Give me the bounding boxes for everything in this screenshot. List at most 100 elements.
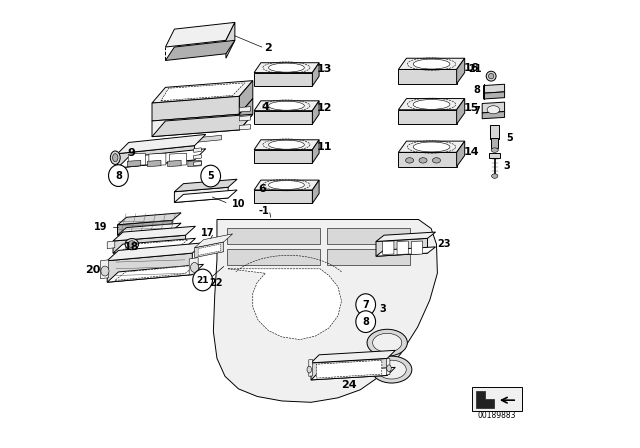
Polygon shape <box>312 140 319 163</box>
Ellipse shape <box>356 294 376 315</box>
Polygon shape <box>239 125 251 130</box>
Ellipse shape <box>307 366 312 373</box>
Ellipse shape <box>109 165 128 186</box>
Ellipse shape <box>356 311 376 332</box>
Ellipse shape <box>191 263 198 272</box>
Ellipse shape <box>492 174 498 178</box>
Polygon shape <box>108 264 204 282</box>
Polygon shape <box>195 242 224 258</box>
Polygon shape <box>226 22 235 58</box>
Polygon shape <box>327 228 410 244</box>
Polygon shape <box>113 238 195 253</box>
Ellipse shape <box>487 106 500 114</box>
Polygon shape <box>457 58 465 84</box>
Polygon shape <box>194 148 202 152</box>
Polygon shape <box>387 358 390 375</box>
Polygon shape <box>482 102 504 113</box>
Polygon shape <box>128 153 145 166</box>
Polygon shape <box>121 240 188 252</box>
Polygon shape <box>490 153 500 158</box>
Text: 15: 15 <box>463 103 479 113</box>
Polygon shape <box>239 81 253 114</box>
Ellipse shape <box>101 266 109 276</box>
Text: 21: 21 <box>196 276 209 284</box>
Ellipse shape <box>377 360 406 379</box>
Text: 16: 16 <box>463 63 479 73</box>
Polygon shape <box>254 111 312 124</box>
Text: 17: 17 <box>201 228 215 238</box>
Text: 8: 8 <box>115 171 122 181</box>
Text: 22: 22 <box>209 278 223 288</box>
Polygon shape <box>311 350 396 363</box>
Text: 20: 20 <box>85 265 100 275</box>
Polygon shape <box>254 101 319 111</box>
Ellipse shape <box>269 140 305 149</box>
Polygon shape <box>309 359 312 376</box>
Text: 00189883: 00189883 <box>477 411 516 420</box>
Text: 12: 12 <box>317 103 332 113</box>
Ellipse shape <box>125 238 139 250</box>
Polygon shape <box>118 213 181 225</box>
Polygon shape <box>376 247 436 256</box>
Polygon shape <box>327 249 410 265</box>
Polygon shape <box>118 223 181 235</box>
Polygon shape <box>165 40 235 60</box>
Ellipse shape <box>419 158 427 163</box>
Polygon shape <box>457 99 465 124</box>
Polygon shape <box>186 135 221 143</box>
Ellipse shape <box>128 241 136 247</box>
Polygon shape <box>398 58 465 69</box>
Ellipse shape <box>413 142 450 152</box>
Ellipse shape <box>486 71 496 81</box>
Polygon shape <box>254 63 319 73</box>
Polygon shape <box>397 241 408 254</box>
Text: 7: 7 <box>474 106 481 116</box>
Polygon shape <box>491 138 499 148</box>
Polygon shape <box>476 391 494 408</box>
Text: 11: 11 <box>317 142 332 152</box>
Polygon shape <box>127 160 141 167</box>
Polygon shape <box>213 220 437 402</box>
Polygon shape <box>118 220 172 235</box>
Ellipse shape <box>413 59 450 69</box>
Polygon shape <box>316 360 382 378</box>
Text: 14: 14 <box>463 147 479 157</box>
Ellipse shape <box>406 158 413 163</box>
Polygon shape <box>108 253 192 282</box>
Polygon shape <box>161 83 244 101</box>
Polygon shape <box>312 63 319 86</box>
Text: 13: 13 <box>317 65 332 74</box>
Polygon shape <box>254 180 319 190</box>
Polygon shape <box>457 141 465 167</box>
Text: -1: -1 <box>259 206 269 215</box>
Polygon shape <box>148 160 161 167</box>
Polygon shape <box>152 114 253 137</box>
Text: 6: 6 <box>259 184 266 194</box>
Polygon shape <box>118 149 206 168</box>
Polygon shape <box>484 84 504 93</box>
Ellipse shape <box>433 158 440 163</box>
Ellipse shape <box>387 365 391 372</box>
Ellipse shape <box>269 181 305 190</box>
Text: 5: 5 <box>207 171 214 181</box>
Polygon shape <box>376 238 428 256</box>
Text: 9: 9 <box>127 148 135 158</box>
Polygon shape <box>152 81 253 103</box>
Text: 8: 8 <box>362 317 369 327</box>
Polygon shape <box>482 112 504 119</box>
Ellipse shape <box>372 333 402 352</box>
Ellipse shape <box>491 148 499 152</box>
Polygon shape <box>239 107 251 112</box>
Polygon shape <box>108 241 115 249</box>
Text: 19: 19 <box>93 222 108 232</box>
Text: 2: 2 <box>264 43 271 53</box>
Polygon shape <box>170 153 186 166</box>
Polygon shape <box>228 269 342 340</box>
Polygon shape <box>113 235 186 253</box>
Ellipse shape <box>371 356 412 383</box>
Ellipse shape <box>201 165 221 187</box>
Polygon shape <box>174 179 237 192</box>
Polygon shape <box>312 101 319 124</box>
Polygon shape <box>188 160 202 167</box>
Text: 3: 3 <box>504 161 511 171</box>
